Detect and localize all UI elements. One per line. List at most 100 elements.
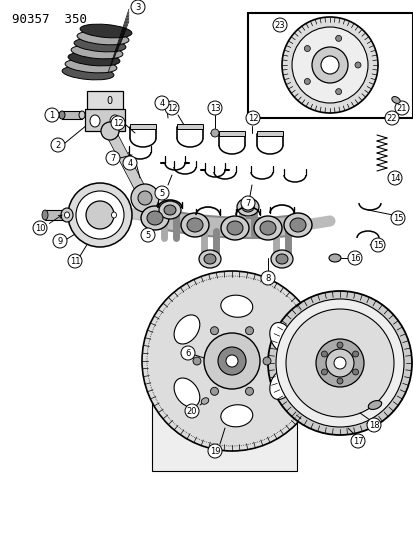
Ellipse shape bbox=[226, 221, 242, 235]
Polygon shape bbox=[154, 208, 195, 235]
Text: 9: 9 bbox=[57, 237, 62, 246]
Ellipse shape bbox=[180, 213, 209, 237]
Polygon shape bbox=[267, 215, 297, 238]
Ellipse shape bbox=[173, 378, 199, 407]
Ellipse shape bbox=[141, 206, 169, 230]
Ellipse shape bbox=[204, 254, 216, 264]
Text: 1: 1 bbox=[49, 110, 55, 119]
Circle shape bbox=[210, 387, 218, 395]
Text: 7: 7 bbox=[245, 198, 250, 207]
Text: 2: 2 bbox=[55, 141, 60, 149]
Ellipse shape bbox=[90, 115, 100, 127]
Circle shape bbox=[101, 122, 119, 140]
Circle shape bbox=[325, 349, 353, 377]
Ellipse shape bbox=[199, 250, 221, 268]
Circle shape bbox=[185, 404, 199, 418]
Ellipse shape bbox=[242, 202, 254, 212]
Circle shape bbox=[320, 369, 327, 375]
Circle shape bbox=[370, 238, 384, 252]
Ellipse shape bbox=[259, 221, 275, 235]
Text: 12: 12 bbox=[247, 114, 258, 123]
Circle shape bbox=[352, 369, 358, 375]
Ellipse shape bbox=[269, 369, 293, 399]
Polygon shape bbox=[105, 128, 149, 200]
Text: 16: 16 bbox=[349, 254, 359, 262]
Text: 12: 12 bbox=[166, 103, 177, 112]
Ellipse shape bbox=[328, 254, 340, 262]
Ellipse shape bbox=[283, 213, 311, 237]
Ellipse shape bbox=[173, 315, 199, 344]
Circle shape bbox=[390, 211, 404, 225]
Circle shape bbox=[335, 35, 341, 42]
Circle shape bbox=[210, 327, 218, 335]
Ellipse shape bbox=[111, 212, 116, 218]
Circle shape bbox=[320, 351, 327, 357]
Ellipse shape bbox=[65, 59, 116, 73]
Circle shape bbox=[138, 191, 152, 205]
Text: 4: 4 bbox=[127, 158, 132, 167]
Ellipse shape bbox=[61, 208, 73, 222]
Bar bbox=[247, 13, 412, 118]
Circle shape bbox=[336, 378, 342, 384]
Circle shape bbox=[260, 271, 274, 285]
Ellipse shape bbox=[159, 201, 180, 219]
Circle shape bbox=[245, 387, 253, 395]
Circle shape bbox=[333, 357, 345, 369]
Circle shape bbox=[304, 45, 310, 52]
Text: 4: 4 bbox=[159, 99, 164, 108]
Circle shape bbox=[304, 78, 310, 84]
Ellipse shape bbox=[269, 322, 293, 353]
Circle shape bbox=[285, 309, 393, 417]
Circle shape bbox=[291, 27, 367, 103]
Bar bbox=[45, 210, 65, 220]
Ellipse shape bbox=[254, 216, 281, 240]
Ellipse shape bbox=[220, 295, 252, 317]
Circle shape bbox=[106, 151, 120, 165]
Ellipse shape bbox=[271, 250, 292, 268]
Ellipse shape bbox=[77, 31, 128, 45]
Text: 10: 10 bbox=[35, 223, 45, 232]
Circle shape bbox=[154, 96, 169, 110]
Circle shape bbox=[76, 191, 124, 239]
Circle shape bbox=[142, 271, 321, 451]
Text: 18: 18 bbox=[368, 421, 378, 430]
Bar bbox=[218, 131, 244, 136]
Text: 5: 5 bbox=[159, 189, 164, 198]
Circle shape bbox=[240, 196, 254, 210]
Text: 19: 19 bbox=[209, 447, 220, 456]
Ellipse shape bbox=[42, 210, 48, 220]
Circle shape bbox=[141, 228, 154, 242]
Ellipse shape bbox=[289, 218, 305, 232]
Bar bbox=[256, 131, 282, 136]
Text: 15: 15 bbox=[372, 240, 382, 249]
Circle shape bbox=[320, 56, 338, 74]
Circle shape bbox=[315, 339, 363, 387]
Text: 6: 6 bbox=[185, 349, 190, 358]
Circle shape bbox=[131, 184, 159, 212]
Ellipse shape bbox=[187, 218, 202, 232]
Text: 14: 14 bbox=[389, 174, 399, 182]
Ellipse shape bbox=[79, 111, 85, 119]
Circle shape bbox=[225, 355, 237, 367]
Circle shape bbox=[207, 444, 221, 458]
Circle shape bbox=[123, 156, 137, 170]
Circle shape bbox=[275, 299, 403, 427]
Circle shape bbox=[192, 357, 201, 365]
Ellipse shape bbox=[62, 66, 114, 80]
Circle shape bbox=[165, 101, 178, 115]
Ellipse shape bbox=[80, 24, 132, 38]
Ellipse shape bbox=[220, 405, 252, 427]
Ellipse shape bbox=[221, 216, 248, 240]
Ellipse shape bbox=[110, 115, 120, 127]
Circle shape bbox=[33, 221, 47, 235]
FancyBboxPatch shape bbox=[87, 91, 123, 111]
Circle shape bbox=[262, 357, 271, 365]
Text: 23: 23 bbox=[274, 20, 285, 29]
Circle shape bbox=[387, 171, 401, 185]
Text: 0: 0 bbox=[106, 96, 112, 106]
Circle shape bbox=[45, 108, 59, 122]
Bar bbox=[152, 351, 296, 471]
Circle shape bbox=[86, 201, 114, 229]
Text: 21: 21 bbox=[396, 103, 406, 112]
Circle shape bbox=[68, 254, 82, 268]
